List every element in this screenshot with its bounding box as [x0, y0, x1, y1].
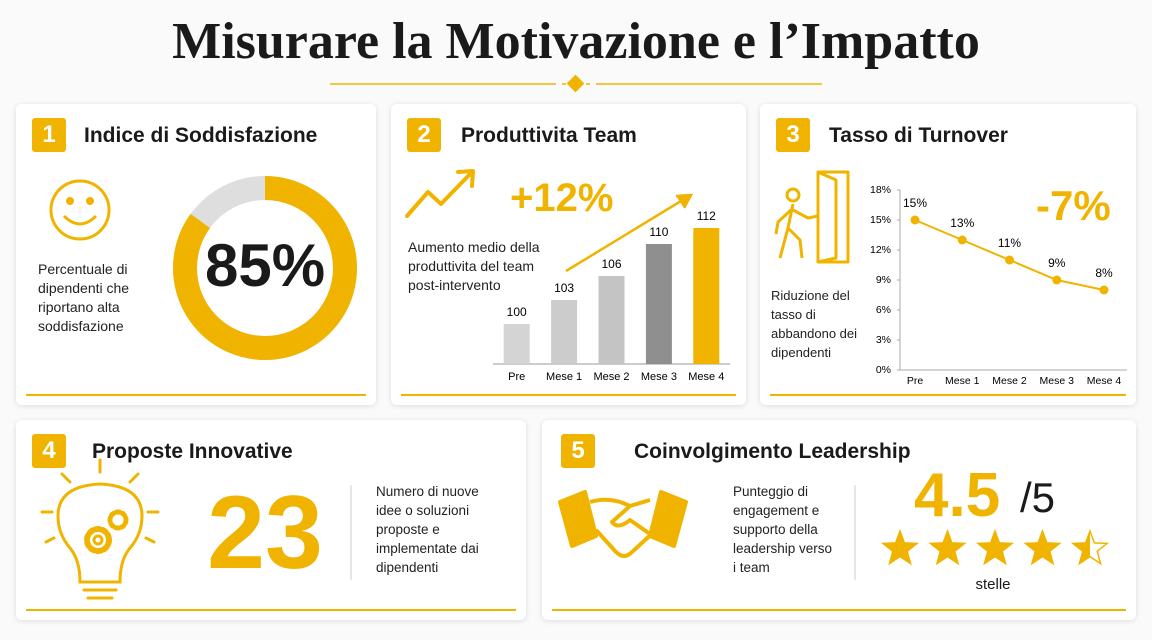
- point: [957, 235, 967, 245]
- point-label: 9%: [1048, 256, 1066, 270]
- bar-value-label: 100: [507, 305, 527, 319]
- card-number: 5: [561, 434, 595, 468]
- card: [760, 104, 1136, 405]
- point-label: 15%: [903, 196, 927, 210]
- x-tick-label: Mese 2: [593, 371, 629, 383]
- bar: [598, 276, 625, 364]
- point: [910, 215, 920, 225]
- card-description: Percentuale di dipendenti che riportano …: [38, 261, 130, 334]
- donut-label: 85%: [205, 232, 325, 299]
- point: [1099, 285, 1109, 295]
- handshake-icon: [558, 490, 688, 558]
- card-number: 4: [32, 434, 66, 468]
- bar-value-label: 103: [554, 281, 574, 295]
- headline: +12%: [510, 176, 614, 220]
- lightbulb-icon: [40, 458, 160, 600]
- card-number: 2: [407, 118, 441, 152]
- card-title: Coinvolgimento Leadership: [634, 440, 911, 463]
- card-description: Riduzione del tasso di abbandono dei dip…: [771, 288, 858, 360]
- card-number: 1: [32, 118, 66, 152]
- star-fill: [977, 531, 1013, 564]
- point: [1052, 275, 1062, 285]
- point-label: 13%: [950, 216, 974, 230]
- bar: [551, 300, 578, 364]
- y-tick-label: 6%: [876, 304, 891, 316]
- trend-arrow: [565, 193, 694, 273]
- card: [542, 420, 1136, 620]
- bar: [693, 228, 720, 364]
- rating-max: /5: [1020, 474, 1056, 521]
- x-tick-label: Mese 2: [992, 375, 1027, 387]
- smiley-icon: [49, 179, 111, 241]
- bar: [503, 324, 530, 364]
- card-description: Aumento medio della produttivita del tea…: [408, 239, 540, 293]
- x-tick-label: Mese 4: [688, 371, 724, 383]
- x-tick-label: Pre: [508, 371, 525, 383]
- card-title: Indice di Soddisfazione: [84, 124, 318, 147]
- y-tick-label: 0%: [876, 364, 891, 376]
- point-label: 8%: [1095, 266, 1113, 280]
- star-fill: [1072, 531, 1090, 564]
- donut-arc: [173, 176, 357, 360]
- door-icon: [774, 170, 850, 264]
- x-tick-label: Mese 1: [945, 375, 980, 387]
- star-fill: [882, 531, 918, 564]
- x-tick-label: Mese 4: [1087, 375, 1122, 387]
- x-tick-label: Mese 3: [1040, 375, 1075, 387]
- y-tick-label: 9%: [876, 274, 891, 286]
- rating-unit: stelle: [975, 576, 1011, 593]
- card-title: Tasso di Turnover: [829, 124, 1008, 147]
- x-tick-label: Mese 3: [641, 371, 677, 383]
- star-fill: [930, 531, 965, 564]
- card-description: Numero di nuove idee o soluzioni propost…: [376, 484, 479, 575]
- point-label: 11%: [998, 236, 1021, 250]
- headline: -7%: [1036, 182, 1111, 229]
- bar-value-label: 112: [697, 209, 716, 223]
- y-tick-label: 3%: [876, 334, 891, 346]
- card-title: Produttivita Team: [461, 124, 637, 147]
- card-description: Punteggio di engagement e supporto della…: [733, 484, 833, 575]
- bar-value-label: 110: [649, 225, 668, 239]
- y-tick-label: 15%: [870, 214, 891, 226]
- card-title: Proposte Innovative: [92, 440, 293, 463]
- point: [1005, 255, 1014, 265]
- y-tick-label: 12%: [870, 244, 891, 256]
- rating-value: 4.5: [914, 461, 1001, 530]
- big-value: 23: [207, 475, 323, 591]
- card-number: 3: [776, 118, 810, 152]
- y-tick-label: 18%: [870, 184, 891, 196]
- x-tick-label: Pre: [907, 375, 924, 387]
- bar: [645, 244, 672, 364]
- star-fill: [1025, 531, 1060, 564]
- line: [914, 219, 1105, 291]
- x-tick-label: Mese 1: [546, 371, 582, 383]
- card: [16, 420, 526, 620]
- title-divider: [330, 74, 822, 93]
- growth-arrow-icon: [405, 169, 475, 218]
- star-rating: [880, 528, 1110, 566]
- bar-value-label: 106: [601, 257, 621, 271]
- page-title: Misurare la Motivazione e l’Impatto: [172, 13, 980, 70]
